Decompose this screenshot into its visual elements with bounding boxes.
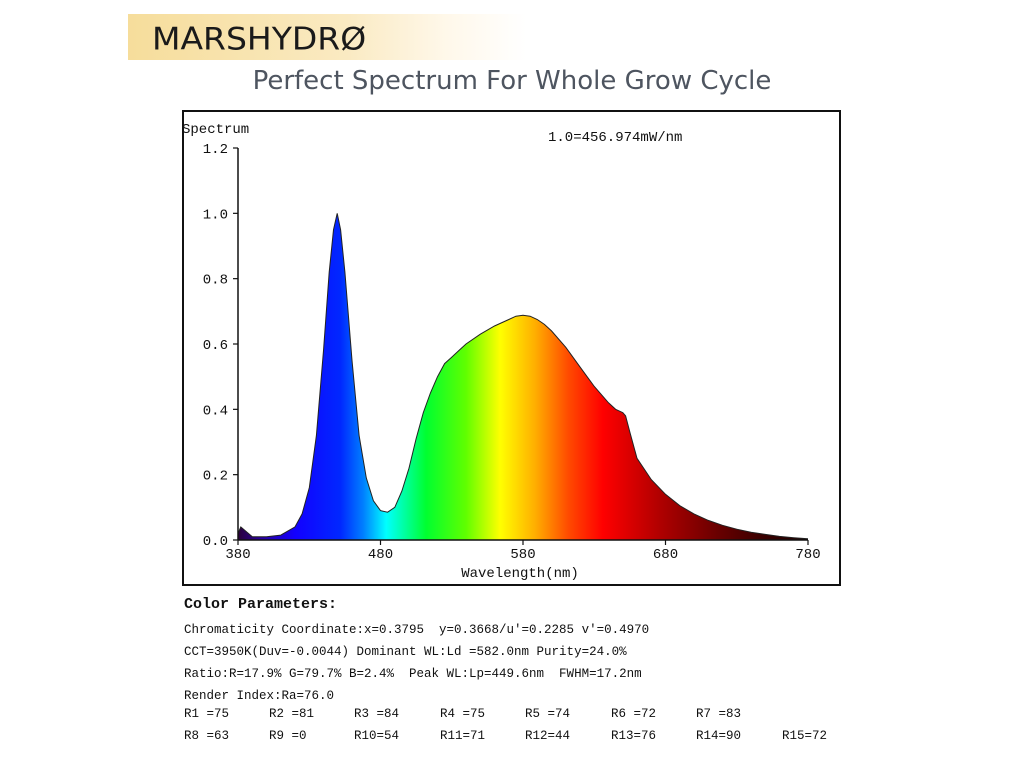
render-value: R14=90	[696, 729, 742, 743]
render-value: R1 =75	[184, 707, 230, 721]
render-value: R13=76	[611, 729, 657, 743]
plot-area: 0.0 0.2 0.4 0.6 0.8 1.0 1.2 380 480 580 680 780	[203, 142, 821, 563]
y-tick-label: 1.0	[203, 207, 228, 223]
render-value: R9 =0	[269, 729, 307, 743]
chart-frame	[182, 110, 841, 586]
logo-banner: MARSHYDRØ	[128, 14, 526, 60]
ratio-line: Ratio:R=17.9% G=79.7% B=2.4% Peak WL:Lp=…	[184, 667, 642, 681]
render-value: R8 =63	[184, 729, 230, 743]
x-tick-label: 580	[510, 547, 535, 563]
x-tick-label: 680	[653, 547, 678, 563]
chromaticity-line: Chromaticity Coordinate:x=0.3795 y=0.366…	[184, 623, 650, 637]
spectrum-line	[237, 213, 809, 540]
y-tick-label: 0.6	[203, 338, 228, 354]
chart-annotation: 1.0=456.974mW/nm	[548, 130, 682, 146]
render-value: R12=44	[525, 729, 571, 743]
render-value: R10=54	[354, 729, 400, 743]
parameters-title: Color Parameters:	[184, 596, 338, 613]
x-tick-label: 780	[795, 547, 820, 563]
render-value: R5 =74	[525, 707, 571, 721]
color-parameters-panel: Color Parameters: Chromaticity Coordinat…	[184, 596, 827, 743]
render-value: R2 =81	[269, 707, 315, 721]
y-tick-label: 0.0	[203, 534, 228, 550]
y-axis-label: Spectrum	[182, 122, 249, 138]
render-index-line: Render Index:Ra=76.0	[184, 689, 335, 703]
y-tick-label: 0.8	[203, 273, 228, 289]
cct-line: CCT=3950K(Duv=-0.0044) Dominant WL:Ld =5…	[184, 645, 627, 659]
page-title: Perfect Spectrum For Whole Grow Cycle	[252, 66, 772, 96]
spectrum-area	[238, 213, 808, 541]
brand-logo: MARSHYDRØ	[152, 19, 367, 58]
render-value: R7 =83	[696, 707, 742, 721]
x-axis-label: Wavelength(nm)	[461, 566, 579, 582]
render-value: R11=71	[440, 729, 486, 743]
y-tick-label: 0.4	[203, 403, 228, 419]
x-tick-label: 380	[225, 547, 250, 563]
render-value: R15=72	[782, 729, 828, 743]
render-value: R3 =84	[354, 707, 400, 721]
x-tick-label: 480	[368, 547, 393, 563]
render-value: R6 =72	[611, 707, 657, 721]
render-value: R4 =75	[440, 707, 486, 721]
y-tick-label: 0.2	[203, 469, 228, 485]
y-tick-label: 1.2	[203, 142, 228, 158]
